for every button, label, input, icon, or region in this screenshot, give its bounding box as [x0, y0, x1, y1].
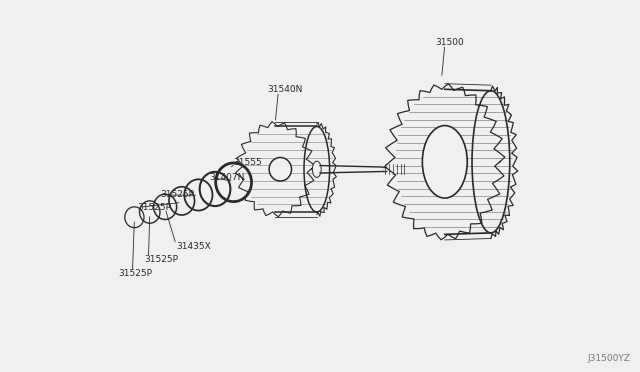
Text: J31500YZ: J31500YZ	[588, 354, 630, 363]
Text: 31555: 31555	[234, 158, 262, 167]
Ellipse shape	[269, 157, 292, 181]
Text: 31407N: 31407N	[209, 173, 244, 182]
Text: 31525P: 31525P	[138, 203, 172, 212]
Text: 31435X: 31435X	[176, 242, 211, 251]
Text: 31500: 31500	[435, 38, 464, 47]
Ellipse shape	[422, 126, 467, 198]
Text: 31525P: 31525P	[118, 269, 152, 278]
Ellipse shape	[312, 161, 321, 177]
Text: 31540N: 31540N	[268, 85, 303, 94]
Text: 31525P: 31525P	[144, 255, 178, 264]
Text: 31525P: 31525P	[160, 190, 194, 199]
